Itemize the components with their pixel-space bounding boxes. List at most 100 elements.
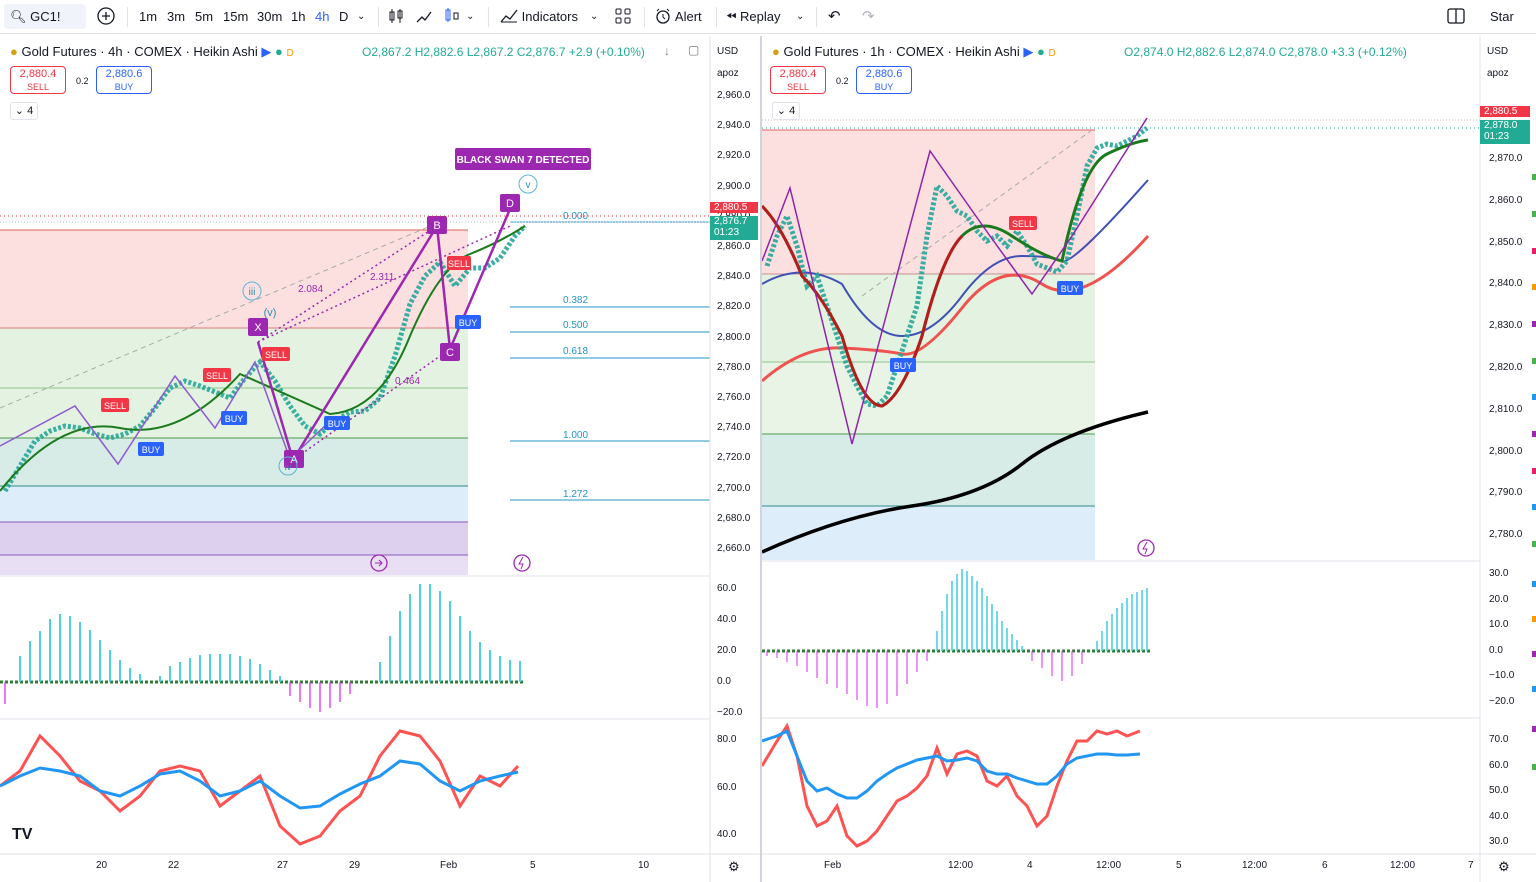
pattern-ratio-1: 2.084 xyxy=(298,284,323,295)
pattern-label-b: B xyxy=(433,220,440,232)
right-osc-label-3: 0.0 xyxy=(1489,644,1503,656)
right-signals: SELL BUY BUY xyxy=(890,216,1083,372)
right-price-tag-top: 2,880.5 xyxy=(1480,106,1530,117)
fib-1000: 1.000 xyxy=(563,430,588,441)
right-time-label-0: Feb xyxy=(824,860,842,871)
d-badge: D xyxy=(1048,48,1056,59)
left-time-label-4: Feb xyxy=(440,860,458,871)
indicators-button[interactable]: Indicators xyxy=(500,6,578,28)
timeframe-1h[interactable]: 1h xyxy=(291,9,306,24)
timeframe-30m[interactable]: 30m xyxy=(257,9,283,24)
left-price-label-12: 2,720.0 xyxy=(717,452,751,464)
left-maximize-icon[interactable]: ▢ xyxy=(688,43,700,57)
right-buy-button[interactable]: 2,880.6 BUY xyxy=(856,66,912,94)
undo-icon[interactable]: ↶ xyxy=(828,8,841,25)
line-chart-icon[interactable] xyxy=(414,6,434,28)
left-spread: 0.2 xyxy=(76,76,89,86)
right-current-price-tag: 2,878.0 01:23 xyxy=(1480,120,1530,144)
right-time-label-4: 5 xyxy=(1176,860,1182,871)
replay-button[interactable]: ⏪︎ Replay xyxy=(726,9,781,24)
flag-icon: ▶ xyxy=(261,44,272,59)
left-buy-button[interactable]: 2,880.6 BUY xyxy=(96,66,152,94)
right-rsi-label-0: 70.0 xyxy=(1489,734,1509,745)
alarm-clock-icon xyxy=(654,8,675,24)
left-price-label-13: 2,700.0 xyxy=(717,482,751,494)
left-price-label-10: 2,760.0 xyxy=(717,392,751,403)
svg-text:BUY: BUY xyxy=(225,414,244,424)
svg-text:SELL: SELL xyxy=(448,259,470,269)
candle-type-icon[interactable] xyxy=(386,6,406,28)
redo-icon[interactable]: ↷ xyxy=(862,8,875,25)
symbol-label: GC1! xyxy=(30,9,61,24)
timeframe-chevron-icon[interactable]: ⌄ xyxy=(357,11,366,22)
right-settings-gear-icon[interactable]: ⚙ xyxy=(1498,859,1510,874)
fib-382: 0.382 xyxy=(563,295,588,306)
right-currency-label[interactable]: USD xyxy=(1487,46,1509,57)
fib-500: 0.500 xyxy=(563,320,588,331)
svg-text:SELL: SELL xyxy=(206,371,228,381)
left-scale-mode[interactable]: apoz xyxy=(717,68,739,79)
right-indicators-collapse[interactable]: ⌄ 4 xyxy=(772,102,800,120)
right-time-label-3: 12:00 xyxy=(1096,860,1122,871)
pattern-label-x: X xyxy=(254,322,262,334)
left-price-label-14: 2,680.0 xyxy=(717,512,751,524)
right-scale-mode[interactable]: apoz xyxy=(1487,68,1509,79)
left-settings-gear-icon[interactable]: ⚙ xyxy=(728,859,740,874)
right-price-label-7: 2,800.0 xyxy=(1489,445,1523,457)
left-osc-label-3: 0.0 xyxy=(717,676,731,687)
pattern-label-c: C xyxy=(446,347,454,359)
timeframe-d[interactable]: D xyxy=(339,9,349,24)
left-signals: SELL BUY SELL BUY SELL BUY SELL BUY xyxy=(101,256,481,456)
chart-style-chevron-icon[interactable]: ⌄ xyxy=(466,11,475,22)
tradingview-logo: TV xyxy=(12,826,33,843)
right-price-label-0: 2,870.0 xyxy=(1489,153,1523,164)
indicators-icon xyxy=(500,9,522,24)
gold-coin-icon: ● xyxy=(10,44,18,59)
top-toolbar: 🔍︎ GC1! 1m 3m 5m 15m 30m 1h 4h D ⌄ ⌄ Ind… xyxy=(0,0,1536,34)
right-time-label-8: 7 xyxy=(1468,860,1474,871)
layout-grid-icon[interactable] xyxy=(614,6,632,28)
right-time-label-2: 4 xyxy=(1027,860,1033,871)
timeframe-1m[interactable]: 1m xyxy=(139,9,158,24)
left-price-label-5: 2,860.0 xyxy=(717,241,751,252)
right-ohlc: O2,874.0 H2,882.6 L2,874.0 C2,878.0 +3.3… xyxy=(1124,45,1407,59)
svg-text:BUY: BUY xyxy=(328,419,347,429)
right-osc-label-1: 20.0 xyxy=(1489,593,1509,605)
star-label[interactable]: Star xyxy=(1490,9,1514,24)
compare-add-icon[interactable] xyxy=(96,6,116,28)
bar-style-icon[interactable] xyxy=(442,6,462,28)
left-currency-label[interactable]: USD xyxy=(717,46,739,57)
right-chart-canvas[interactable]: SELL BUY BUY xyxy=(762,36,1536,882)
panel-toggle-icon[interactable] xyxy=(1446,6,1466,28)
left-time-label-3: 29 xyxy=(349,860,361,871)
right-rsi-label-1: 60.0 xyxy=(1489,759,1509,771)
timeframe-15m[interactable]: 15m xyxy=(223,9,249,24)
right-time-label-7: 12:00 xyxy=(1390,860,1416,871)
right-osc-label-0: 30.0 xyxy=(1489,568,1509,579)
right-osc-label-4: −10.0 xyxy=(1489,670,1515,681)
left-price-label-2: 2,920.0 xyxy=(717,150,751,162)
right-rsi xyxy=(762,722,1141,848)
panel-divider[interactable] xyxy=(760,36,762,882)
left-rsi-label-1: 60.0 xyxy=(717,781,737,793)
svg-text:BUY: BUY xyxy=(142,445,161,455)
alert-button[interactable]: Alert xyxy=(654,6,702,28)
left-indicators-collapse[interactable]: ⌄ 4 xyxy=(10,102,38,120)
right-sell-button[interactable]: 2,880.4 SELL xyxy=(770,66,826,94)
right-price-label-8: 2,790.0 xyxy=(1489,487,1523,499)
left-time-label-5: 5 xyxy=(530,860,536,871)
timeframe-3m[interactable]: 3m xyxy=(167,9,186,24)
indicators-chevron-icon[interactable]: ⌄ xyxy=(590,11,599,22)
left-sell-button[interactable]: 2,880.4 SELL xyxy=(10,66,66,94)
left-arrow-down-icon[interactable]: ↓ xyxy=(664,44,670,58)
right-price-label-2: 2,850.0 xyxy=(1489,236,1523,248)
right-time-label-6: 6 xyxy=(1322,860,1328,871)
timeframe-4h[interactable]: 4h xyxy=(315,9,330,24)
status-dot-icon: ● xyxy=(274,44,283,59)
wave-label-iii: iii xyxy=(249,287,256,298)
replay-chevron-icon[interactable]: ⌄ xyxy=(796,11,805,22)
left-ohlc: O2,867.2 H2,882.6 L2,867.2 C2,876.7 +2.9… xyxy=(362,45,645,59)
timeframe-5m[interactable]: 5m xyxy=(195,9,214,24)
left-chart-canvas[interactable]: X A B C D 2.084 2.311 0.464 BLACK SWAN 7… xyxy=(0,36,760,882)
symbol-search[interactable]: 🔍︎ GC1! xyxy=(4,4,86,29)
